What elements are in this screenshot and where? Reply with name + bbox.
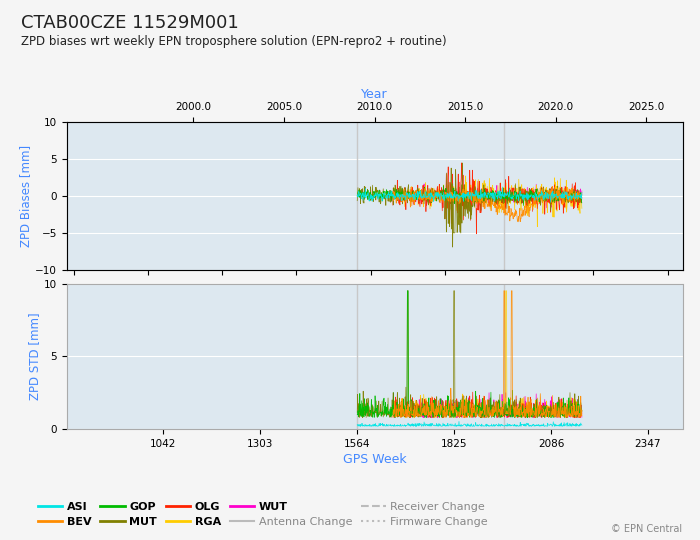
X-axis label: GPS Week: GPS Week (343, 453, 406, 466)
Text: ZPD biases wrt weekly EPN troposphere solution (EPN-repro2 + routine): ZPD biases wrt weekly EPN troposphere so… (21, 35, 447, 48)
X-axis label: Year: Year (361, 87, 388, 100)
Y-axis label: ZPD Biases [mm]: ZPD Biases [mm] (19, 145, 32, 247)
Legend: ASI, BEV, GOP, MUT, OLG, RGA, WUT, Antenna Change, Receiver Change, Firmware Cha: ASI, BEV, GOP, MUT, OLG, RGA, WUT, Anten… (34, 497, 492, 532)
Y-axis label: ZPD STD [mm]: ZPD STD [mm] (28, 313, 41, 400)
Text: © EPN Central: © EPN Central (611, 523, 682, 534)
Text: CTAB00CZE 11529M001: CTAB00CZE 11529M001 (21, 14, 239, 31)
